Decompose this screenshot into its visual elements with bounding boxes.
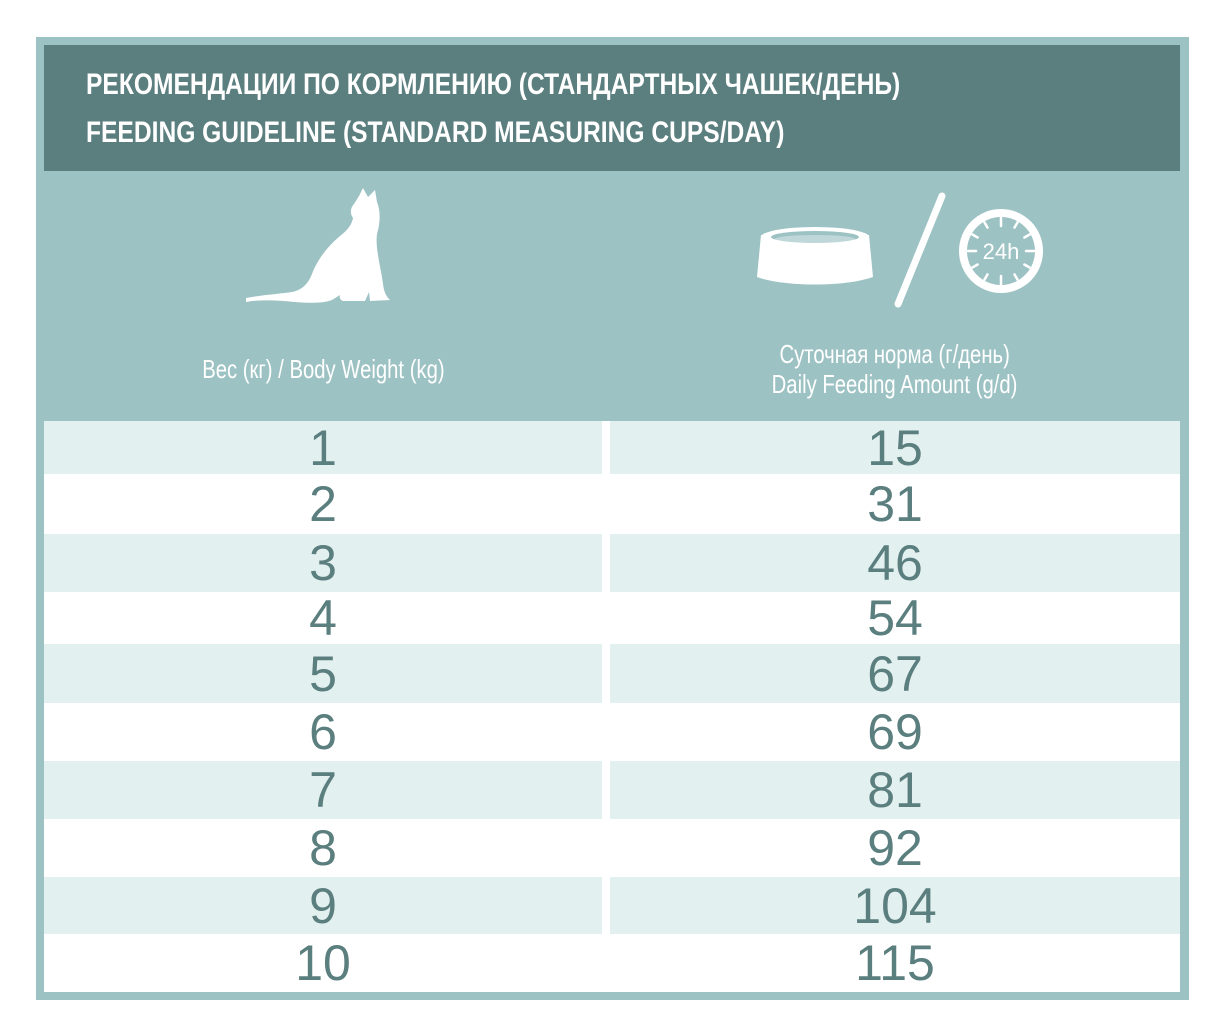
table-row: 10 115 bbox=[44, 934, 1180, 992]
table-row: 3 46 bbox=[44, 534, 1180, 592]
amount-cell: 31 bbox=[610, 474, 1180, 534]
clock-24h-label: 24h bbox=[983, 239, 1020, 264]
title-band: РЕКОМЕНДАЦИИ ПО КОРМЛЕНИЮ (СТАНДАРТНЫХ Ч… bbox=[44, 45, 1180, 171]
amount-cell: 46 bbox=[610, 534, 1180, 592]
weight-cell: 6 bbox=[44, 703, 602, 761]
amount-cell: 81 bbox=[610, 761, 1180, 819]
amount-cell: 67 bbox=[610, 644, 1180, 703]
clock-24h-icon: 24h bbox=[959, 209, 1043, 293]
amount-cell: 104 bbox=[610, 877, 1180, 934]
weight-cell: 4 bbox=[44, 592, 602, 644]
amount-cell: 92 bbox=[610, 819, 1180, 877]
weight-column-label: Вес (кг) / Body Weight (kg) bbox=[201, 354, 445, 384]
weight-column-header: Вес (кг) / Body Weight (kg) bbox=[44, 325, 602, 413]
amount-cell: 69 bbox=[610, 703, 1180, 761]
amount-column-label-russian: Суточная норма (г/день) bbox=[779, 339, 1011, 369]
amount-cell: 54 bbox=[610, 592, 1180, 644]
weight-cell: 1 bbox=[44, 421, 602, 474]
amount-cell: 15 bbox=[610, 421, 1180, 474]
weight-cell: 10 bbox=[44, 934, 602, 992]
food-bowl-icon bbox=[757, 227, 873, 285]
table-row: 8 92 bbox=[44, 819, 1180, 877]
amount-cell: 115 bbox=[610, 934, 1180, 992]
table-row: 2 31 bbox=[44, 474, 1180, 534]
title-russian: РЕКОМЕНДАЦИИ ПО КОРМЛЕНИЮ (СТАНДАРТНЫХ Ч… bbox=[86, 68, 901, 101]
table-row: 6 69 bbox=[44, 703, 1180, 761]
weight-cell: 3 bbox=[44, 534, 602, 592]
weight-cell: 8 bbox=[44, 819, 602, 877]
bowl-clock-icon-cell: 24h bbox=[610, 178, 1180, 318]
weight-cell: 7 bbox=[44, 761, 602, 819]
weight-cell: 5 bbox=[44, 644, 602, 703]
table-row: 9 104 bbox=[44, 877, 1180, 934]
amount-column-label-english: Daily Feeding Amount (g/d) bbox=[772, 369, 1018, 399]
amount-column-header: Суточная норма (г/день) Daily Feeding Am… bbox=[610, 325, 1180, 413]
table-row: 5 67 bbox=[44, 644, 1180, 703]
table-row: 4 54 bbox=[44, 592, 1180, 644]
weight-cell: 9 bbox=[44, 877, 602, 934]
table-row: 7 81 bbox=[44, 761, 1180, 819]
slash-divider-icon bbox=[894, 192, 946, 308]
table-row: 1 15 bbox=[44, 421, 1180, 474]
cat-silhouette-icon bbox=[246, 188, 390, 303]
title-english: FEEDING GUIDELINE (STANDARD MEASURING CU… bbox=[86, 116, 785, 149]
cat-icon-cell bbox=[44, 178, 602, 318]
weight-cell: 2 bbox=[44, 474, 602, 534]
